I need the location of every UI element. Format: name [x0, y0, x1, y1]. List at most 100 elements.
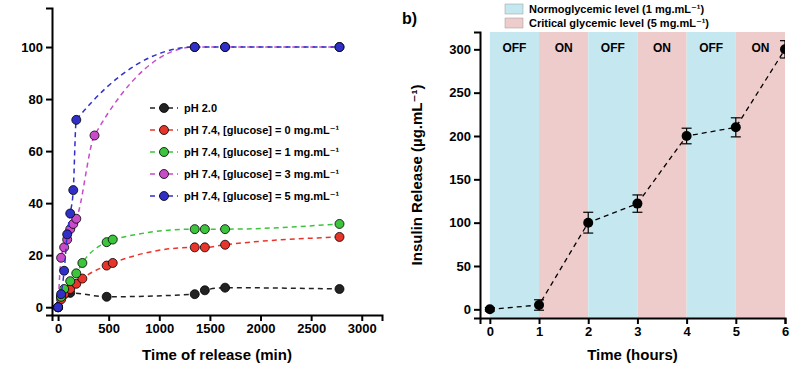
tick-mark — [361, 315, 363, 321]
legend-marker — [160, 192, 169, 201]
legend-item: Normoglycemic level (1 mg.mL⁻¹) — [505, 3, 704, 15]
band-label: ON — [653, 41, 671, 55]
error-bar — [534, 300, 544, 310]
plot-area — [54, 43, 344, 312]
legend-label: Critical glycemic level (5 mg.mL⁻¹) — [529, 17, 709, 29]
point — [190, 43, 199, 52]
point — [632, 199, 642, 209]
legend-marker — [160, 170, 169, 179]
legend-item: pH 7.4, [glucose] = 5 mg.mL⁻¹ — [150, 190, 340, 202]
point — [485, 304, 495, 314]
tick-mark — [474, 179, 480, 181]
band — [588, 32, 637, 318]
panel: 050010001500200025003000020406080100Time… — [21, 9, 382, 364]
tick: 3 — [634, 318, 641, 339]
legend-marker — [160, 104, 169, 113]
tick: 2500 — [297, 315, 326, 336]
tick: 5 — [733, 318, 740, 339]
legend-label: Normoglycemic level (1 mg.mL⁻¹) — [529, 3, 704, 15]
legend-label: pH 7.4, [glucose] = 1 mg.mL⁻¹ — [184, 146, 340, 158]
tick: 2000 — [247, 315, 276, 336]
axis: 050100150200250300 — [449, 33, 480, 319]
point — [335, 284, 344, 293]
panel-label: b) — [402, 10, 417, 27]
point — [60, 266, 69, 275]
tick: 100 — [449, 215, 480, 230]
point — [102, 292, 111, 301]
tick-label: 40 — [29, 196, 43, 211]
error-bar — [682, 128, 692, 144]
tick-mark — [46, 151, 52, 153]
legend-marker — [160, 148, 169, 157]
legend-item: pH 2.0 — [150, 102, 217, 114]
point — [63, 230, 72, 239]
tick-label: 300 — [449, 42, 471, 57]
tick: 200 — [449, 129, 480, 144]
tick: 1500 — [196, 315, 225, 336]
tick-label: 4 — [683, 324, 691, 339]
series-line — [490, 49, 785, 309]
tick-mark — [311, 315, 313, 321]
point — [221, 225, 230, 234]
tick-mark — [489, 318, 491, 324]
point — [221, 283, 230, 292]
axis-title: Time (hours) — [587, 346, 678, 363]
point — [72, 115, 81, 124]
tick-label: 100 — [449, 215, 471, 230]
point — [78, 258, 87, 267]
tick: 80 — [29, 92, 52, 107]
tick-mark — [785, 318, 787, 324]
tick-label: 500 — [98, 321, 120, 336]
series-line — [58, 237, 339, 307]
tick: 1 — [536, 318, 543, 339]
point — [69, 186, 78, 195]
point — [72, 269, 81, 278]
tick-mark — [637, 318, 639, 324]
tick: 500 — [98, 315, 120, 336]
tick-mark — [46, 255, 52, 257]
point — [335, 219, 344, 228]
band — [490, 32, 539, 318]
tick: 2 — [585, 318, 592, 339]
point — [190, 43, 199, 52]
tick-label: 0 — [36, 300, 43, 315]
point — [66, 277, 75, 286]
legend-label: pH 7.4, [glucose] = 5 mg.mL⁻¹ — [184, 190, 340, 202]
point — [221, 43, 230, 52]
point — [54, 303, 63, 312]
legend-label: pH 2.0 — [184, 102, 217, 114]
point — [57, 290, 66, 299]
tick-label: 5 — [733, 324, 740, 339]
point — [731, 122, 741, 132]
tick: 4 — [683, 318, 691, 339]
error-bar — [731, 118, 741, 137]
band-label: OFF — [601, 41, 625, 55]
series-line — [58, 288, 339, 308]
axis-line — [46, 9, 53, 316]
tick-mark — [46, 203, 52, 205]
tick: 0 — [464, 302, 480, 317]
tick-mark — [108, 315, 110, 321]
axis: 0123456 — [481, 318, 790, 339]
axis-line — [474, 33, 481, 319]
tick-mark — [539, 318, 541, 324]
tick-label: 80 — [29, 92, 43, 107]
tick: 300 — [449, 42, 480, 57]
tick-mark — [260, 315, 262, 321]
tick-label: 3 — [634, 324, 641, 339]
legend: Normoglycemic level (1 mg.mL⁻¹) Critical … — [505, 3, 709, 29]
axis-line — [481, 319, 786, 325]
error-cap — [632, 212, 642, 213]
tick-label: 2500 — [297, 321, 326, 336]
point — [108, 258, 117, 267]
error-cap — [682, 128, 692, 129]
point — [780, 44, 785, 54]
point — [54, 303, 63, 312]
tick: 0 — [55, 315, 62, 336]
point — [335, 43, 344, 52]
point — [190, 243, 199, 252]
error-bar — [583, 212, 593, 233]
point — [54, 303, 63, 312]
tick-mark — [588, 318, 590, 324]
plot-area — [485, 32, 785, 318]
